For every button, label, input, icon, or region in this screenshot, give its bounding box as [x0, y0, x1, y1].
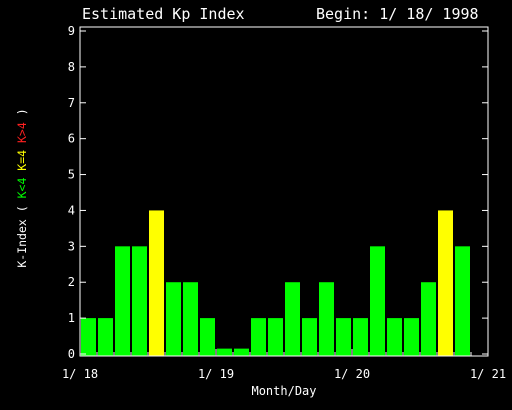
chart-title: Estimated Kp Index — [82, 5, 245, 23]
kp-bar — [115, 246, 130, 356]
x-tick-label: 1/ 19 — [198, 367, 234, 381]
kp-bar — [149, 210, 164, 356]
x-axis-label: Month/Day — [251, 384, 316, 398]
kp-bar — [404, 318, 419, 356]
kp-bar — [166, 282, 181, 356]
x-tick-label: 1/ 20 — [334, 367, 370, 381]
y-tick-label: 3 — [68, 239, 75, 253]
y-axis-label-part: K<4 — [15, 171, 29, 199]
y-axis-label-part: K>4 — [15, 115, 29, 143]
kp-bar — [285, 282, 300, 356]
kp-bar — [251, 318, 266, 356]
y-axis-ticks: 0 1 2 3 4 5 6 7 8 9 — [68, 24, 488, 361]
chart-subtitle: Begin: 1/ 18/ 1998 — [316, 5, 479, 23]
x-tick-label: 1/ 21 — [470, 367, 506, 381]
kp-bar — [98, 318, 113, 356]
kp-bar — [302, 318, 317, 356]
kp-bar — [183, 282, 198, 356]
y-tick-label: 6 — [68, 132, 75, 146]
kp-bar — [234, 348, 249, 356]
y-tick-label: 4 — [68, 203, 75, 217]
y-axis-label-part: K-Index ( — [15, 198, 29, 267]
kp-bar — [200, 318, 215, 356]
kp-bar — [370, 246, 385, 356]
x-axis-ticks: 1/ 18 1/ 19 1/ 20 1/ 21 — [62, 349, 506, 381]
kp-bar — [132, 246, 147, 356]
y-tick-label: 2 — [68, 275, 75, 289]
y-tick-label: 8 — [68, 60, 75, 74]
y-axis-label-part: K=4 — [15, 143, 29, 171]
kp-bar — [387, 318, 402, 356]
kp-bar — [319, 282, 334, 356]
kp-bar — [421, 282, 436, 356]
kp-bar — [438, 210, 453, 356]
y-tick-label: 1 — [68, 311, 75, 325]
y-axis-label: K-Index ( K<4 K=4 K>4 ) — [15, 108, 29, 267]
kp-bar — [81, 318, 96, 356]
kp-bar — [268, 318, 283, 356]
kp-bar — [217, 348, 232, 356]
x-tick-label: 1/ 18 — [62, 367, 98, 381]
kp-bar — [336, 318, 351, 356]
y-tick-label: 7 — [68, 96, 75, 110]
y-tick-label: 0 — [68, 347, 75, 361]
y-axis-label-part: ) — [15, 108, 29, 115]
y-tick-label: 9 — [68, 24, 75, 38]
y-tick-label: 5 — [68, 168, 75, 182]
kp-bar — [455, 246, 470, 356]
kp-bar — [353, 318, 368, 356]
bar-group — [81, 210, 470, 356]
